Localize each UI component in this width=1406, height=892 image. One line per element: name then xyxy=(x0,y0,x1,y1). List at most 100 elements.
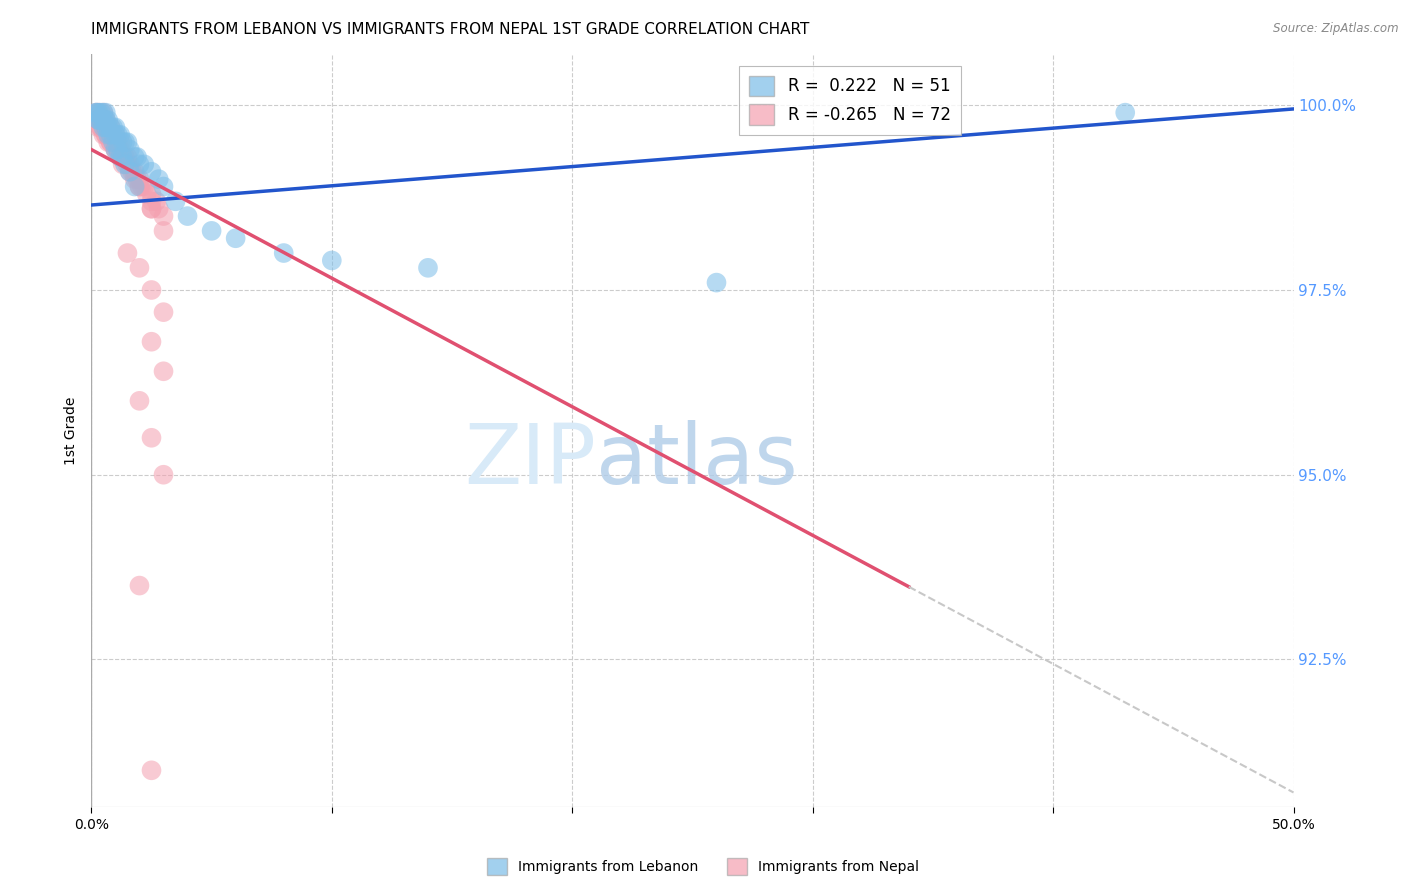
Point xyxy=(101,128,124,142)
Y-axis label: 1st Grade: 1st Grade xyxy=(65,396,79,465)
Point xyxy=(124,172,146,186)
Point xyxy=(100,128,122,142)
Point xyxy=(84,113,107,128)
Text: IMMIGRANTS FROM LEBANON VS IMMIGRANTS FROM NEPAL 1ST GRADE CORRELATION CHART: IMMIGRANTS FROM LEBANON VS IMMIGRANTS FR… xyxy=(91,22,810,37)
Point xyxy=(94,120,117,135)
Point xyxy=(114,135,136,149)
Point xyxy=(114,157,136,171)
Point xyxy=(97,113,120,128)
Point xyxy=(97,128,120,142)
Point xyxy=(93,128,115,142)
Point xyxy=(90,105,112,120)
Point xyxy=(87,105,110,120)
Point xyxy=(104,120,127,135)
Point xyxy=(104,128,127,142)
Text: atlas: atlas xyxy=(596,420,799,501)
Point xyxy=(101,135,124,149)
Point xyxy=(124,150,146,164)
Point xyxy=(94,128,117,142)
Point xyxy=(141,202,163,216)
Point xyxy=(125,172,148,186)
Point xyxy=(121,165,143,179)
Point xyxy=(94,105,117,120)
Point xyxy=(100,120,122,135)
Point xyxy=(141,283,163,297)
Point xyxy=(134,179,156,194)
Point xyxy=(97,135,120,149)
Point xyxy=(141,194,163,209)
Point xyxy=(118,165,141,179)
Point xyxy=(100,120,122,135)
Point xyxy=(225,231,247,245)
Point xyxy=(93,113,115,128)
Point xyxy=(84,105,107,120)
Point xyxy=(84,105,107,120)
Point xyxy=(321,253,343,268)
Point xyxy=(104,143,127,157)
Point xyxy=(100,135,122,149)
Legend: R =  0.222   N = 51, R = -0.265   N = 72: R = 0.222 N = 51, R = -0.265 N = 72 xyxy=(740,66,960,135)
Point xyxy=(141,186,163,201)
Legend: Immigrants from Lebanon, Immigrants from Nepal: Immigrants from Lebanon, Immigrants from… xyxy=(481,853,925,880)
Point xyxy=(90,113,112,128)
Point xyxy=(152,467,174,482)
Point xyxy=(94,113,117,128)
Point xyxy=(1114,105,1136,120)
Point xyxy=(87,105,110,120)
Point xyxy=(94,120,117,135)
Point xyxy=(97,120,120,135)
Point xyxy=(110,150,132,164)
Point xyxy=(118,165,141,179)
Point xyxy=(176,209,198,223)
Point xyxy=(97,120,120,135)
Point xyxy=(201,224,224,238)
Point xyxy=(90,113,112,128)
Point xyxy=(128,157,150,171)
Point xyxy=(87,120,110,135)
Point xyxy=(107,143,129,157)
Point xyxy=(124,179,146,194)
Point xyxy=(141,165,163,179)
Point xyxy=(104,128,127,142)
Point xyxy=(94,113,117,128)
Point xyxy=(134,157,156,171)
Point xyxy=(141,202,163,216)
Point xyxy=(111,150,134,164)
Point xyxy=(117,246,139,260)
Point xyxy=(117,157,139,171)
Point xyxy=(111,157,134,171)
Point xyxy=(152,364,174,378)
Point xyxy=(110,143,132,157)
Point xyxy=(141,764,163,778)
Text: ZIP: ZIP xyxy=(464,420,596,501)
Point xyxy=(141,334,163,349)
Point xyxy=(131,179,153,194)
Point xyxy=(135,186,157,201)
Point xyxy=(87,113,110,128)
Point xyxy=(152,305,174,319)
Point xyxy=(165,194,187,209)
Point xyxy=(128,179,150,194)
Point xyxy=(110,135,132,149)
Point xyxy=(125,150,148,164)
Point xyxy=(273,246,295,260)
Point xyxy=(117,135,139,149)
Point xyxy=(87,113,110,128)
Point xyxy=(90,120,112,135)
Point xyxy=(93,120,115,135)
Point xyxy=(706,276,728,290)
Point xyxy=(111,135,134,149)
Point xyxy=(101,135,124,149)
Point xyxy=(128,260,150,275)
Point xyxy=(90,120,112,135)
Point xyxy=(148,202,170,216)
Point xyxy=(114,150,136,164)
Point xyxy=(141,431,163,445)
Point xyxy=(148,172,170,186)
Point xyxy=(111,150,134,164)
Point xyxy=(93,113,115,128)
Point xyxy=(104,135,127,149)
Point xyxy=(145,194,167,209)
Point xyxy=(152,179,174,194)
Point xyxy=(100,135,122,149)
